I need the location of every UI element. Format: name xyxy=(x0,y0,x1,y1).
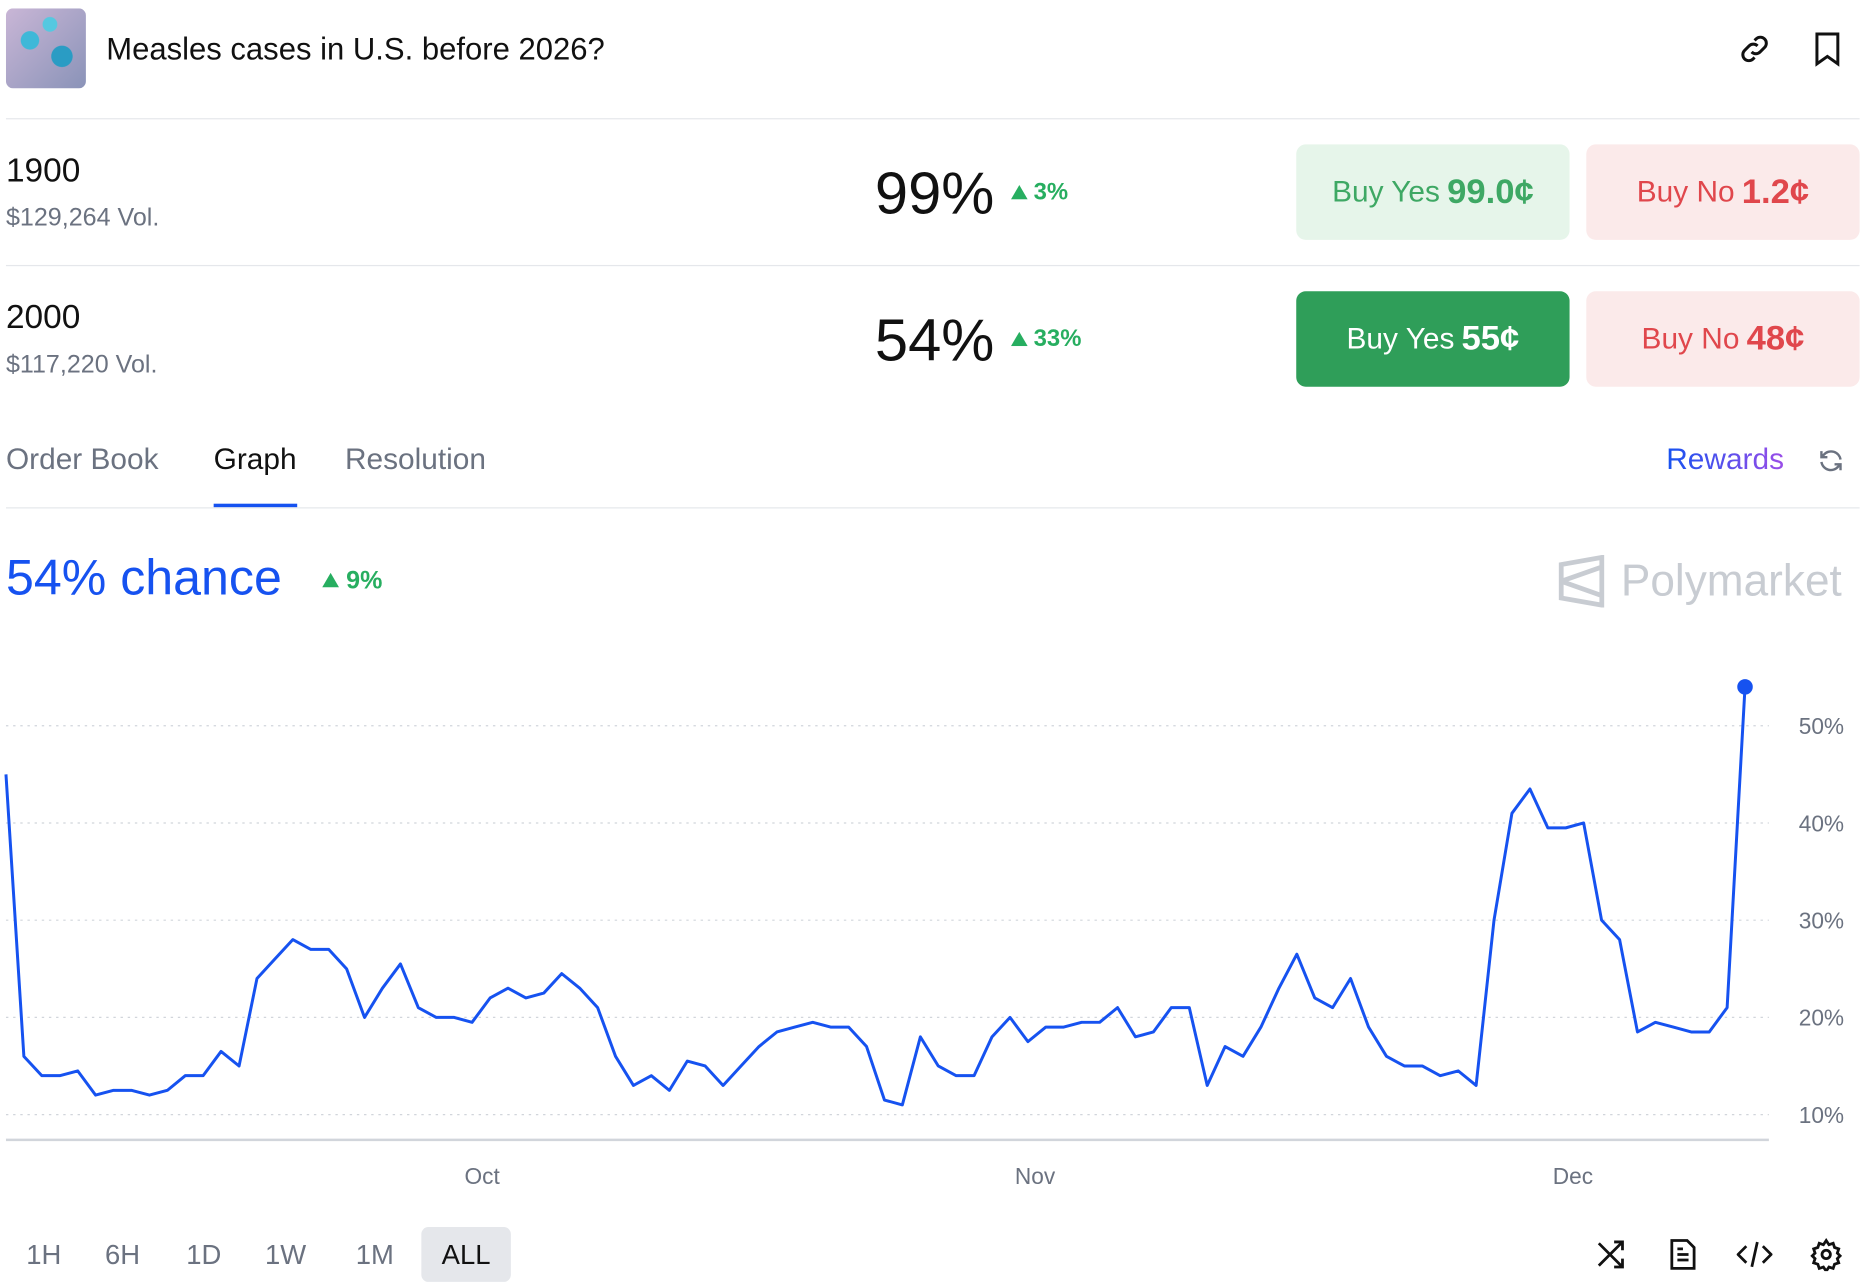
tab[interactable]: Order Book xyxy=(5,442,159,477)
divider xyxy=(5,118,1860,120)
title: Measles cases in U.S. before 2026? xyxy=(106,31,605,67)
line-series xyxy=(4,686,1747,1107)
outcome-chance: 99% xyxy=(874,159,995,227)
buy-yes-button[interactable]: Buy Yes 99.0¢ xyxy=(1296,144,1570,240)
outcome-change: 3% xyxy=(1033,179,1069,206)
outcome-volume: $117,220 Vol. xyxy=(5,350,158,379)
range-button[interactable]: 1H xyxy=(26,1238,62,1270)
buy-no-label: Buy No xyxy=(1641,321,1740,356)
up-arrow-shape xyxy=(1010,185,1028,200)
yes-price: 99.0¢ xyxy=(1447,172,1534,211)
buy-no-button[interactable]: Buy No 1.2¢ xyxy=(1586,144,1860,240)
tab[interactable]: Resolution xyxy=(344,442,486,477)
x-tick-label: Oct xyxy=(465,1163,501,1189)
buy-yes-label: Buy Yes xyxy=(1332,174,1440,209)
y-tick-label: 40% xyxy=(1799,810,1844,836)
brand: Polymarket xyxy=(1620,556,1842,606)
doc-icon[interactable] xyxy=(1667,1238,1698,1271)
buy-yes-button[interactable]: Buy Yes 55¢ xyxy=(1296,291,1570,387)
range-button[interactable]: 1D xyxy=(186,1238,222,1270)
y-tick-label: 30% xyxy=(1799,908,1844,934)
range-button[interactable]: ALL xyxy=(421,1227,511,1282)
tab-underline xyxy=(213,503,298,508)
outcome-volume: $129,264 Vol. xyxy=(5,204,160,232)
chance: 54% chance xyxy=(5,549,282,606)
buy-no-label: Buy No xyxy=(1636,174,1735,209)
yes-price: 55¢ xyxy=(1461,319,1520,358)
outcome-name: 1900 xyxy=(5,151,81,189)
last-point xyxy=(1737,679,1753,695)
y-tick-label: 20% xyxy=(1799,1005,1844,1031)
y-tick-label: 50% xyxy=(1799,713,1844,739)
link-icon[interactable] xyxy=(1737,31,1773,67)
thumbnail xyxy=(5,8,86,89)
embed-icon[interactable] xyxy=(1736,1238,1773,1271)
no-price: 48¢ xyxy=(1746,319,1805,358)
no-price: 1.2¢ xyxy=(1741,172,1810,211)
outcome-change: 33% xyxy=(1033,325,1082,353)
divider xyxy=(5,507,1860,509)
up-arrow xyxy=(1010,185,1028,200)
chance-change: 9% xyxy=(346,566,383,595)
bookmark-icon[interactable] xyxy=(1812,31,1843,67)
tab-active[interactable]: Graph xyxy=(213,442,297,477)
divider xyxy=(5,264,1860,267)
shuffle-icon[interactable] xyxy=(1595,1238,1628,1271)
brand-logo xyxy=(1558,555,1605,608)
up-arrow-shape xyxy=(1010,331,1028,347)
up-arrow xyxy=(1010,331,1028,347)
range-button[interactable]: 1M xyxy=(355,1238,394,1270)
range-button[interactable]: 6H xyxy=(105,1238,141,1270)
up-arrow xyxy=(322,572,339,588)
settings-icon[interactable] xyxy=(1809,1238,1843,1272)
range-button[interactable]: 1W xyxy=(264,1238,307,1270)
buy-no-button[interactable]: Buy No 48¢ xyxy=(1586,291,1860,387)
outcome-chance: 54% xyxy=(874,306,995,374)
refresh-icon[interactable] xyxy=(1817,446,1846,475)
y-tick-label: 10% xyxy=(1799,1102,1844,1128)
rewards[interactable]: Rewards xyxy=(1666,442,1785,477)
buy-yes-label: Buy Yes xyxy=(1346,321,1455,356)
outcome-name: 2000 xyxy=(5,298,81,336)
x-tick-label: Dec xyxy=(1553,1163,1593,1189)
x-tick-label: Nov xyxy=(1015,1163,1056,1189)
